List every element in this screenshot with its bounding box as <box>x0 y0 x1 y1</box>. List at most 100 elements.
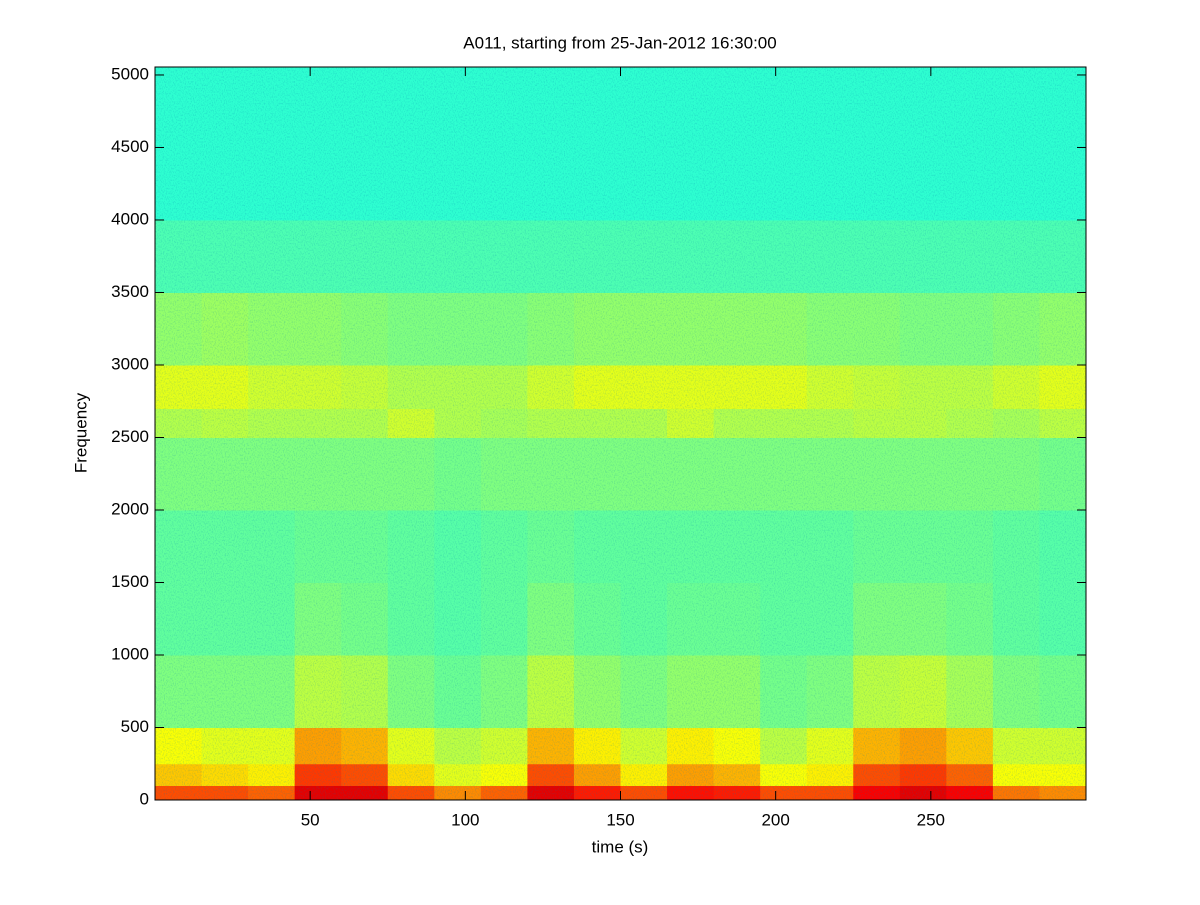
cell <box>992 364 1040 409</box>
cell <box>201 408 249 438</box>
cell <box>155 364 203 409</box>
cell <box>806 67 854 221</box>
cell <box>899 219 947 293</box>
cell <box>341 582 389 656</box>
cell <box>434 408 482 438</box>
cell <box>155 654 203 728</box>
x-tick-label: 50 <box>301 810 320 829</box>
x-tick-label: 150 <box>606 810 634 829</box>
cell <box>294 509 342 583</box>
cell <box>341 509 389 583</box>
cell <box>294 727 342 765</box>
cell <box>946 292 994 366</box>
cell <box>248 364 296 409</box>
cell <box>155 763 203 786</box>
cell <box>992 763 1040 786</box>
cell <box>760 763 808 786</box>
cell <box>946 437 994 511</box>
cell <box>667 67 715 221</box>
cell <box>853 654 901 728</box>
cell <box>853 785 901 800</box>
cell <box>946 364 994 409</box>
y-tick-label: 1500 <box>111 572 149 591</box>
cell <box>713 785 761 800</box>
cell <box>899 763 947 786</box>
cell <box>294 437 342 511</box>
cell <box>387 763 435 786</box>
cell <box>201 219 249 293</box>
cell <box>899 785 947 800</box>
cell <box>248 654 296 728</box>
cell <box>713 727 761 765</box>
cell <box>201 654 249 728</box>
y-tick-label: 4000 <box>111 209 149 228</box>
cell <box>620 219 668 293</box>
cell <box>853 364 901 409</box>
cell <box>201 437 249 511</box>
cell <box>620 727 668 765</box>
cell <box>760 727 808 765</box>
cell <box>434 763 482 786</box>
cell <box>620 582 668 656</box>
cell <box>946 67 994 221</box>
cell <box>713 763 761 786</box>
cell <box>155 292 203 366</box>
cell <box>1039 509 1086 583</box>
cell <box>480 67 528 221</box>
cell <box>201 727 249 765</box>
cell <box>248 582 296 656</box>
cell <box>899 364 947 409</box>
cell <box>201 763 249 786</box>
cell <box>760 219 808 293</box>
cell <box>248 292 296 366</box>
cell <box>667 785 715 800</box>
axes: 0 500 1000 1500 2000 2500 3000 3500 4000 4500 5000… <box>111 64 1086 829</box>
cell <box>667 219 715 293</box>
y-tick-label: 5000 <box>111 64 149 83</box>
cell <box>853 67 901 221</box>
x-tick-label: 100 <box>451 810 479 829</box>
cell <box>341 67 389 221</box>
cell <box>527 727 575 765</box>
cell <box>387 292 435 366</box>
cell <box>527 654 575 728</box>
cell <box>341 364 389 409</box>
cell <box>1039 292 1086 366</box>
cell <box>992 67 1040 221</box>
cell <box>480 582 528 656</box>
cell <box>480 364 528 409</box>
cell <box>527 763 575 786</box>
cell <box>760 292 808 366</box>
cell <box>387 408 435 438</box>
cell <box>946 763 994 786</box>
cell <box>620 292 668 366</box>
cell <box>1039 408 1086 438</box>
cell <box>341 437 389 511</box>
cell <box>1039 582 1086 656</box>
cell <box>573 437 621 511</box>
cell <box>853 763 901 786</box>
cell <box>992 582 1040 656</box>
cell <box>341 219 389 293</box>
cell <box>713 654 761 728</box>
cell <box>527 509 575 583</box>
cell <box>620 654 668 728</box>
cell <box>573 654 621 728</box>
cell <box>434 727 482 765</box>
cell <box>248 437 296 511</box>
cell <box>201 67 249 221</box>
cell <box>899 582 947 656</box>
cell <box>713 582 761 656</box>
cell <box>480 408 528 438</box>
cell <box>667 654 715 728</box>
cell <box>294 67 342 221</box>
cell <box>201 364 249 409</box>
cell <box>527 582 575 656</box>
cell <box>667 509 715 583</box>
cell <box>713 219 761 293</box>
cell <box>806 437 854 511</box>
cell <box>760 67 808 221</box>
cell <box>573 408 621 438</box>
